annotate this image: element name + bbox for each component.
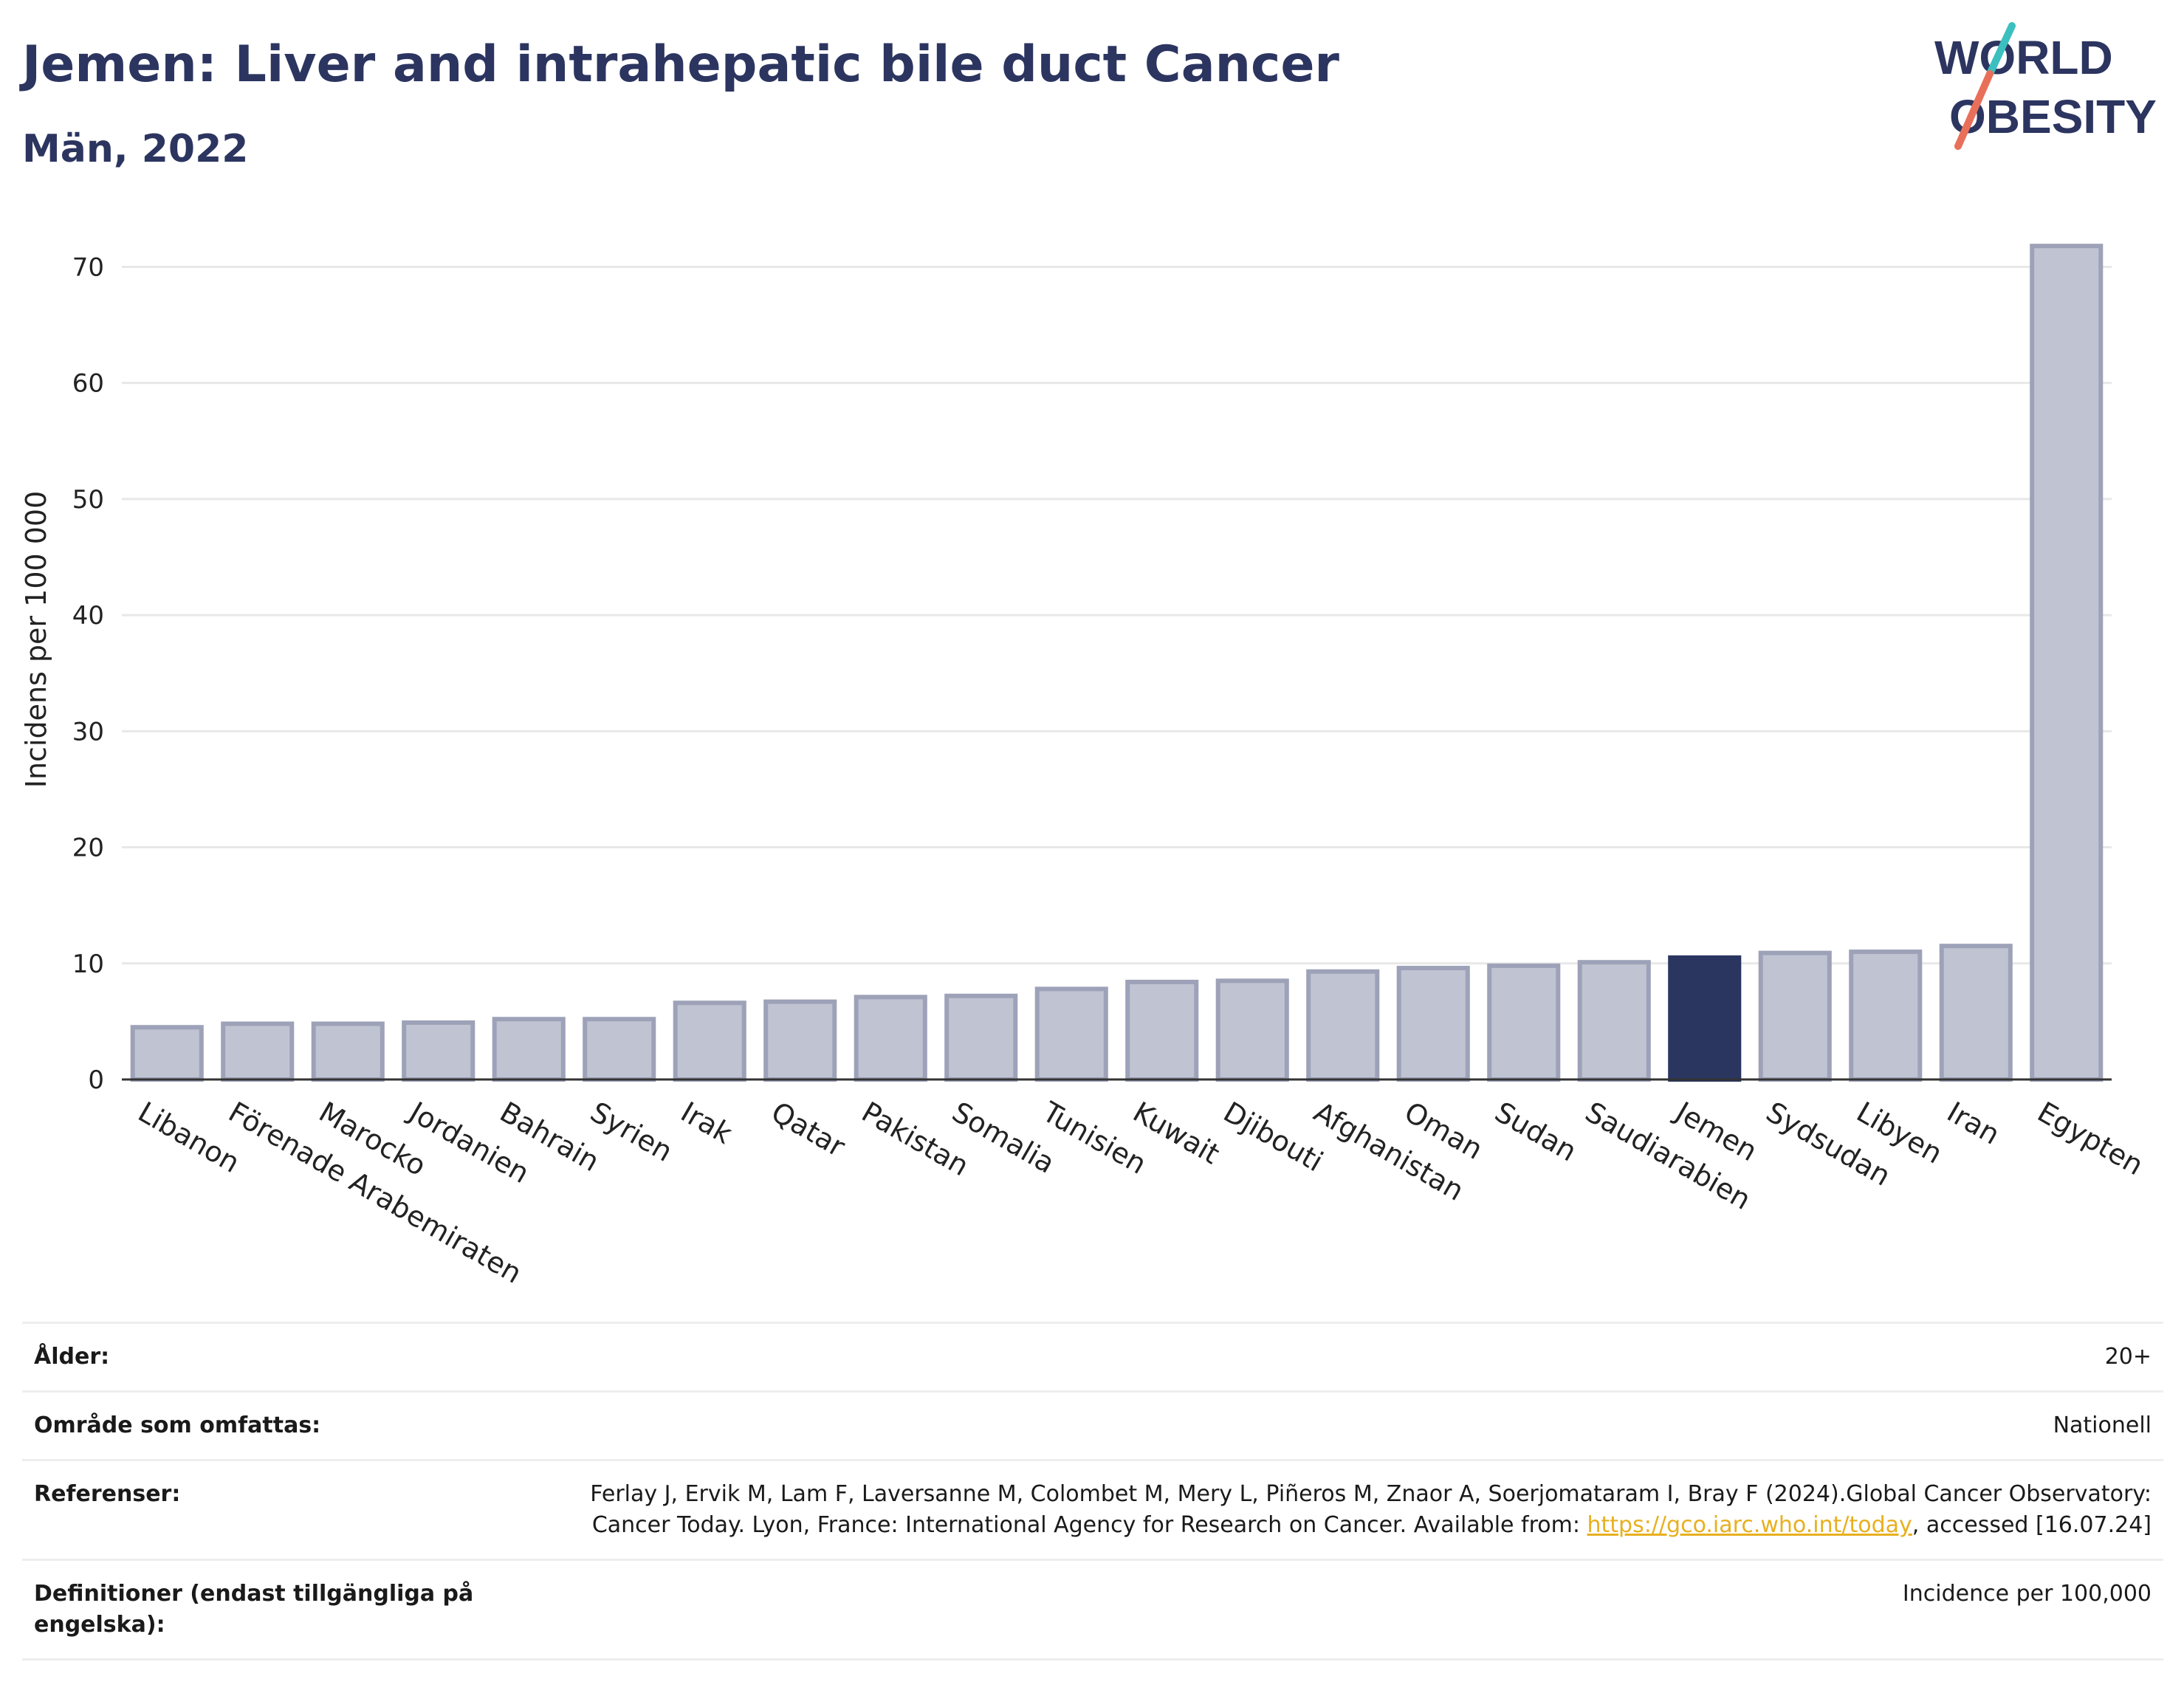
world-obesity-logo: WORLD OBESITY (1934, 22, 2157, 150)
meta-key: Ålder: (22, 1322, 504, 1392)
logo-line2: OBESITY (1949, 90, 2157, 143)
bar-bahrain (492, 1017, 566, 1082)
y-axis-title: Incidens per 100 000 (20, 491, 52, 789)
bar-egypten (2030, 244, 2104, 1082)
meta-value: 20+ (504, 1322, 2163, 1392)
x-tick-label: Qatar (766, 1096, 851, 1164)
bar-oman (1396, 966, 1470, 1082)
logo-line1: WORLD (1934, 31, 2113, 84)
bar-kuwait (1125, 979, 1199, 1082)
bar-libanon (130, 1025, 204, 1082)
x-tick-label: Iran (1942, 1096, 2005, 1151)
reference-accessed: , accessed [16.07.24] (1912, 1512, 2152, 1538)
x-tick-label: Egypten (2032, 1096, 2149, 1182)
y-tick-label: 40 (72, 601, 104, 631)
meta-value: Ferlay J, Ervik M, Lam F, Laversanne M, … (504, 1459, 2163, 1560)
meta-row-area: Område som omfattas: Nationell (22, 1390, 2163, 1460)
meta-key: Referenser: (22, 1459, 504, 1560)
y-tick-label: 30 (72, 717, 104, 746)
meta-key: Definitioner (endast tillgängliga på eng… (22, 1559, 504, 1661)
chart-subtitle: Män, 2022 (22, 127, 249, 171)
x-tick-label: Sudan (1489, 1096, 1582, 1168)
logo-teal-slash (1986, 22, 2016, 78)
bar-jordanien (402, 1020, 475, 1082)
y-tick-label: 70 (72, 253, 104, 282)
metadata-table: Ålder: 20+ Område som omfattas: Nationel… (22, 1322, 2163, 1661)
meta-row-references: Referenser: Ferlay J, Ervik M, Lam F, La… (22, 1459, 2163, 1560)
y-tick-label: 20 (72, 834, 104, 863)
bar-tunisien (1034, 986, 1108, 1082)
meta-row-definitions: Definitioner (endast tillgängliga på eng… (22, 1559, 2163, 1661)
bar-jemen (1668, 955, 1742, 1082)
bar-pakistan (854, 995, 927, 1082)
bar-saudiarabien (1577, 960, 1651, 1082)
bar-sudan (1487, 963, 1561, 1082)
bar-qatar (763, 999, 837, 1082)
bar-sydsudan (1758, 950, 1832, 1082)
bar-syrien (583, 1017, 656, 1082)
meta-row-age: Ålder: 20+ (22, 1322, 2163, 1392)
x-tick-label: Tunisien (1037, 1095, 1152, 1181)
bar-somalia (944, 993, 1018, 1082)
bar-iran (1939, 944, 2013, 1082)
meta-value: Nationell (504, 1390, 2163, 1460)
bar-marocko (311, 1021, 385, 1082)
y-tick-label: 10 (72, 950, 104, 979)
chart-title: Jemen: Liver and intrahepatic bile duct … (22, 35, 1339, 94)
reference-link[interactable]: https://gco.iarc.who.int/today (1587, 1512, 1912, 1538)
meta-key: Område som omfattas: (22, 1390, 504, 1460)
bar-libyen (1849, 950, 1923, 1082)
bar-djibouti (1215, 978, 1289, 1082)
bars (130, 244, 2104, 1082)
meta-value: Incidence per 100,000 (504, 1559, 2163, 1661)
x-tick-label: Libanon (133, 1096, 245, 1179)
x-tick-label: Djibouti (1218, 1096, 1329, 1178)
reference-text: Ferlay J, Ervik M, Lam F, Laversanne M, … (590, 1481, 2152, 1538)
x-tick-label: Irak (676, 1096, 738, 1150)
y-tick-label: 50 (72, 485, 104, 515)
logo-coral-slash (1954, 70, 1994, 150)
y-tick-label: 60 (72, 369, 104, 399)
bar-förenade-arabemiraten (221, 1021, 295, 1082)
y-tick-label: 0 (88, 1065, 104, 1095)
bar-afghanistan (1306, 969, 1380, 1082)
y-axis-ticks: 0 10 20 30 40 50 60 70 (72, 253, 104, 1095)
bar-irak (673, 1000, 746, 1082)
